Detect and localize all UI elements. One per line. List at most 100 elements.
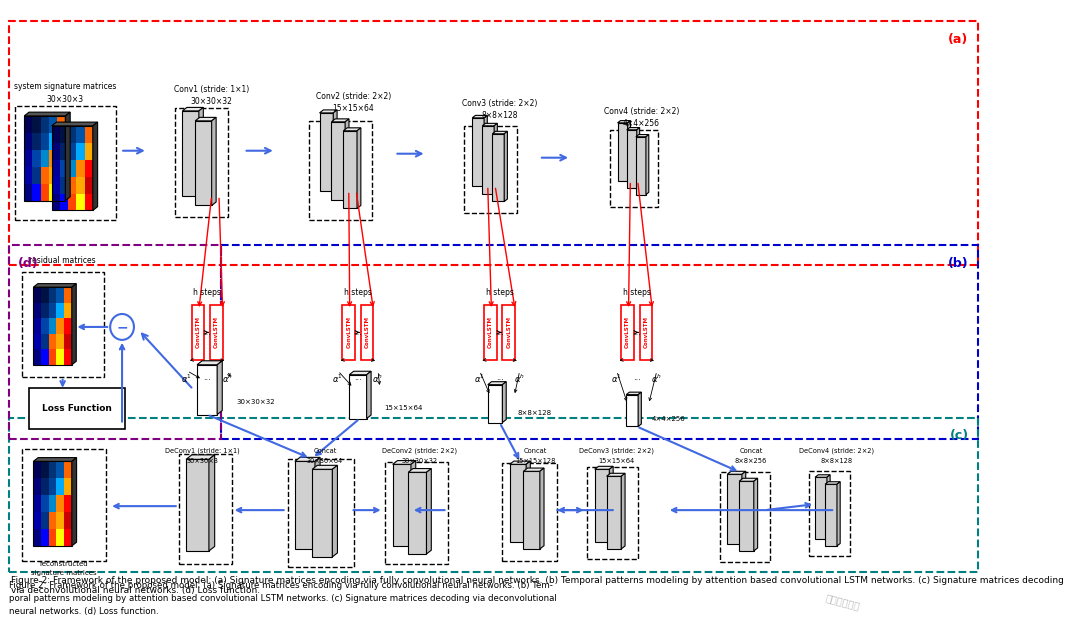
Polygon shape [52, 122, 97, 126]
Text: Concat: Concat [740, 448, 762, 454]
Polygon shape [837, 482, 840, 546]
Text: DeConv2 (stride: 2×2): DeConv2 (stride: 2×2) [381, 448, 457, 454]
Polygon shape [68, 177, 77, 194]
Text: h steps: h steps [486, 288, 514, 297]
Text: 30×30×3: 30×30×3 [187, 458, 218, 464]
Polygon shape [59, 159, 68, 177]
Polygon shape [68, 194, 77, 211]
Polygon shape [64, 529, 71, 546]
Text: ConvLSTM: ConvLSTM [644, 316, 648, 348]
Polygon shape [739, 481, 754, 551]
Polygon shape [357, 128, 361, 209]
Polygon shape [77, 126, 84, 142]
Polygon shape [621, 473, 625, 549]
Polygon shape [24, 116, 32, 132]
Polygon shape [41, 184, 49, 201]
Polygon shape [49, 349, 56, 365]
Polygon shape [64, 287, 71, 302]
Polygon shape [195, 121, 212, 206]
Text: 智能运维部门: 智能运维部门 [824, 592, 861, 611]
Text: 8×8×128: 8×8×128 [518, 410, 552, 416]
Text: DeConv1 (stride: 1×1): DeConv1 (stride: 1×1) [165, 448, 240, 454]
Text: 15×15×64: 15×15×64 [598, 458, 635, 464]
Text: $\alpha^h$: $\alpha^h$ [514, 372, 525, 385]
Polygon shape [727, 471, 745, 474]
Polygon shape [41, 461, 49, 478]
Polygon shape [33, 458, 77, 461]
Polygon shape [41, 302, 49, 318]
Polygon shape [637, 127, 639, 188]
Polygon shape [41, 150, 49, 167]
Polygon shape [49, 512, 56, 529]
Text: reconstructed: reconstructed [39, 561, 87, 567]
Polygon shape [64, 318, 71, 334]
Polygon shape [626, 394, 638, 426]
Polygon shape [56, 478, 64, 495]
Polygon shape [33, 461, 41, 478]
Polygon shape [57, 132, 66, 150]
Polygon shape [639, 305, 652, 360]
Text: (c): (c) [949, 429, 969, 442]
Polygon shape [197, 361, 222, 365]
Polygon shape [484, 305, 497, 360]
Text: ConvLSTM: ConvLSTM [347, 316, 351, 348]
Polygon shape [33, 302, 41, 318]
Polygon shape [483, 126, 495, 194]
Text: ...: ... [354, 328, 362, 337]
Polygon shape [320, 113, 334, 191]
Polygon shape [32, 116, 41, 132]
Text: (b): (b) [948, 258, 969, 270]
Text: 30×30×64: 30×30×64 [307, 458, 343, 464]
Polygon shape [41, 287, 49, 302]
Text: h steps: h steps [193, 288, 221, 297]
Polygon shape [41, 318, 49, 334]
Text: $\alpha^1$: $\alpha^1$ [474, 372, 485, 385]
Text: 4×4×256: 4×4×256 [623, 119, 660, 128]
Text: $\alpha^h$: $\alpha^h$ [651, 372, 662, 385]
Text: ...: ... [633, 328, 640, 337]
Polygon shape [68, 142, 77, 159]
Text: Conv4 (stride: 2×2): Conv4 (stride: 2×2) [604, 107, 679, 116]
Polygon shape [638, 392, 642, 426]
Polygon shape [33, 284, 77, 287]
Text: 30×30×32: 30×30×32 [191, 97, 232, 106]
Polygon shape [488, 384, 502, 423]
Polygon shape [77, 159, 84, 177]
Polygon shape [84, 159, 93, 177]
Polygon shape [77, 194, 84, 211]
Polygon shape [827, 475, 831, 539]
Text: 8×8×128: 8×8×128 [820, 458, 852, 464]
Polygon shape [618, 123, 627, 181]
Text: 15×15×64: 15×15×64 [384, 404, 422, 411]
Polygon shape [64, 349, 71, 365]
Text: 15×15×64: 15×15×64 [333, 104, 375, 113]
Polygon shape [68, 126, 77, 142]
Text: ConvLSTM: ConvLSTM [195, 316, 201, 348]
Polygon shape [24, 167, 32, 184]
Polygon shape [56, 512, 64, 529]
Text: Figure 2: Framework of the proposed model: (a) Signature matrices encoding via f: Figure 2: Framework of the proposed mode… [11, 576, 1064, 595]
Polygon shape [49, 529, 56, 546]
Text: $\alpha^h$: $\alpha^h$ [221, 372, 233, 385]
Polygon shape [33, 478, 41, 495]
Polygon shape [217, 361, 222, 414]
Polygon shape [24, 150, 32, 167]
Polygon shape [621, 305, 634, 360]
Text: h steps: h steps [345, 288, 372, 297]
Text: Conv3 (stride: 2×2): Conv3 (stride: 2×2) [462, 99, 538, 108]
Polygon shape [739, 478, 758, 481]
Polygon shape [41, 132, 49, 150]
Text: −: − [117, 320, 127, 334]
Polygon shape [49, 287, 56, 302]
Polygon shape [64, 512, 71, 529]
Polygon shape [495, 123, 498, 194]
Polygon shape [64, 478, 71, 495]
Polygon shape [33, 318, 41, 334]
Text: $\alpha^h$: $\alpha^h$ [373, 372, 383, 385]
Polygon shape [41, 529, 49, 546]
Polygon shape [295, 458, 320, 461]
Polygon shape [49, 132, 57, 150]
Polygon shape [492, 131, 508, 134]
Polygon shape [49, 184, 57, 201]
Polygon shape [41, 512, 49, 529]
